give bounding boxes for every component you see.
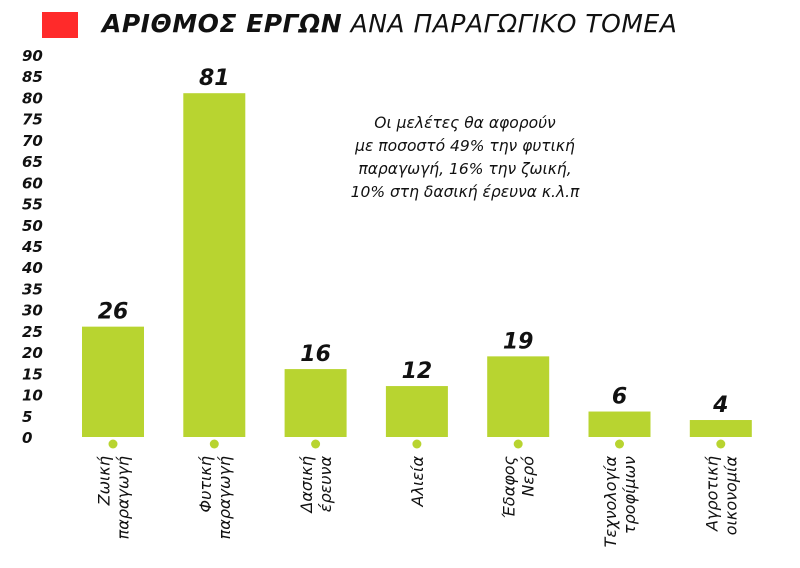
y-tick-label: 40: [21, 259, 43, 277]
y-tick-label: 80: [22, 89, 43, 107]
x-tick-label-line: Φυτική: [196, 456, 215, 512]
y-tick-label: 75: [22, 111, 43, 129]
bar: [689, 420, 752, 437]
bar-value-label: 16: [300, 342, 331, 367]
bar: [284, 369, 347, 437]
y-tick-label: 25: [22, 323, 43, 341]
x-tick-label-line: Έδαφος: [500, 456, 519, 518]
chart-title-bold: ΑΡΙΘΜΟΣ ΕΡΓΩΝ: [102, 9, 343, 38]
x-tick-label-line: Δασική: [297, 456, 316, 515]
chart-title: ΑΡΙΘΜΟΣ ΕΡΓΩΝ ΑΝΑ ΠΑΡΑΓΩΓΙΚΟ ΤΟΜΕΑ: [102, 9, 677, 38]
bar-value-label: 6: [612, 385, 627, 410]
chart-title-rest: ΑΝΑ ΠΑΡΑΓΩΓΙΚΟ ΤΟΜΕΑ: [350, 9, 678, 38]
note-line: παραγωγή, 16% την ζωική,: [358, 160, 572, 178]
x-tick-label: Έδαφος Νερό: [500, 456, 538, 519]
bar: [183, 93, 246, 437]
x-tick-label-line: Ζωική: [95, 456, 114, 506]
bar-value-label: 81: [199, 66, 230, 91]
axis-dot: [311, 439, 321, 449]
y-tick-label: 10: [22, 387, 43, 405]
x-tick-label-line: τροφίμων: [620, 456, 639, 534]
bar-value-label: 19: [503, 329, 534, 354]
axis-dot: [209, 439, 219, 449]
title-marker: [42, 12, 78, 38]
x-tick-label: Φυτική παραγωγή: [196, 456, 234, 539]
bar: [82, 326, 144, 437]
x-tick-label: Ζωική παραγωγή: [95, 456, 133, 539]
x-tick-label-line: παραγωγή: [215, 456, 234, 539]
y-tick-label: 50: [22, 217, 43, 235]
y-tick-label: 20: [22, 344, 43, 362]
x-axis-labels: Ζωική παραγωγή Φυτική παραγωγή Δασική έρευνα Α…: [95, 456, 741, 548]
axis-dot: [513, 439, 523, 449]
x-tick-label-line: έρευνα: [316, 456, 335, 513]
y-axis: 0 5 10 15 20 25 30 35 40 45 50 55 60 65 70 75 80 85 90: [21, 47, 43, 447]
y-tick-label: 0: [22, 429, 32, 447]
bar: [385, 386, 448, 437]
y-tick-label: 55: [22, 196, 43, 214]
axis-dot: [716, 439, 726, 449]
x-tick-label-line: Αγροτική: [702, 456, 721, 532]
y-tick-label: 35: [22, 280, 43, 298]
bar: [588, 411, 651, 437]
y-tick-label: 30: [22, 302, 43, 320]
y-tick-label: 65: [22, 153, 43, 171]
value-labels: 26 81 16 12 19 6 4: [98, 66, 729, 418]
x-tick-label-line: Νερό: [519, 456, 538, 497]
y-tick-label: 90: [22, 47, 43, 65]
note-line: Οι μελέτες θα αφορούν: [374, 114, 556, 132]
note-line: 10% στη δασική έρευνα κ.λ.π: [350, 183, 580, 201]
x-tick-label: Τεχνολογία τροφίμων: [601, 456, 639, 548]
y-tick-label: 60: [22, 174, 43, 192]
axis-dot: [615, 439, 624, 449]
axis-dot: [108, 439, 118, 449]
y-tick-label: 85: [22, 68, 43, 86]
x-tick-label-line: παραγωγή: [114, 456, 133, 539]
bars: [82, 93, 752, 437]
x-tick-label-line: οικονομία: [721, 456, 740, 536]
annotation-note: Οι μελέτες θα αφορούν με ποσοστό 49% την…: [300, 112, 630, 204]
y-tick-label: 70: [22, 132, 43, 150]
y-tick-label: 45: [21, 238, 43, 256]
x-tick-label: Αγροτική οικονομία: [702, 456, 740, 536]
bar-value-label: 12: [402, 359, 433, 384]
bar-value-label: 4: [712, 393, 728, 418]
bar-value-label: 26: [98, 300, 129, 325]
x-tick-label-line: Τεχνολογία: [601, 456, 620, 548]
bar: [487, 356, 550, 437]
x-tick-label: Δασική έρευνα: [297, 456, 335, 515]
note-line: με ποσοστό 49% την φυτική: [355, 137, 575, 155]
axis-dot: [412, 439, 422, 449]
y-tick-label: 15: [22, 365, 43, 383]
y-tick-label: 5: [22, 408, 32, 426]
x-tick-label: Αλιεία: [408, 456, 427, 508]
x-tick-label-line: Αλιεία: [408, 456, 427, 508]
axis-dots: [108, 439, 726, 449]
